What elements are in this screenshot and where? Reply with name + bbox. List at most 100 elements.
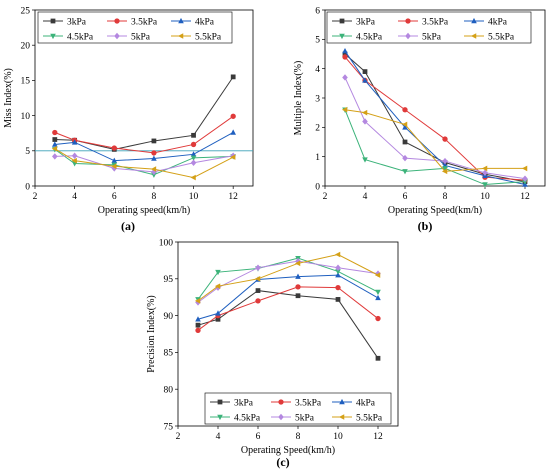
data-point-3kPa — [191, 132, 196, 138]
y-tick-label: 4 — [315, 65, 320, 75]
x-tick-label: 4 — [72, 192, 77, 202]
data-point-5.5kPa — [521, 165, 528, 172]
legend-marker-4kPa — [339, 398, 345, 405]
data-point-4.5kPa — [151, 172, 157, 178]
data-point-5kPa — [442, 157, 448, 165]
x-axis-title: Operating Speed(km/h) — [241, 445, 335, 456]
data-point-4kPa — [71, 139, 78, 145]
data-point-3kPa — [230, 74, 236, 80]
x-tick-label: 2 — [176, 432, 181, 442]
data-point-3kPa — [195, 322, 201, 328]
data-point-5.5kPa — [150, 166, 157, 172]
x-tick-label: 10 — [333, 432, 343, 442]
data-point-3kPa — [402, 139, 408, 145]
data-point-5kPa — [255, 264, 261, 271]
legend-marker-4.5kPa — [217, 414, 223, 421]
y-tick-label: 0 — [315, 182, 320, 192]
data-point-3.5kPa — [442, 136, 448, 142]
legend: 3kPa 3.5kPa 4kPa 4.5kPa 5kPa 5.5kPa — [204, 392, 392, 425]
legend-label-5.5kPa: 5.5kPa — [195, 32, 222, 42]
panel-c-chart: 2 4 6 8 10 12 75 80 85 90 95 100 Operating Speed(km/… — [146, 238, 399, 469]
legend-box — [37, 11, 233, 44]
data-point-5.5kPa — [194, 298, 201, 304]
data-point-5.5kPa — [71, 157, 77, 164]
data-point-3kPa — [295, 293, 301, 299]
legend-label-3kPa: 3kPa — [356, 17, 376, 27]
legend-label-5.5kPa: 5.5kPa — [488, 32, 515, 42]
legend-marker-5.5kPa — [338, 414, 345, 420]
data-point-3kPa — [215, 316, 221, 322]
data-point-4.5kPa — [522, 179, 528, 185]
legend-label-4kPa: 4kPa — [488, 17, 508, 27]
legend-marker-3.5kPa — [405, 18, 411, 24]
y-tick-label: 80 — [164, 386, 174, 396]
data-point-5kPa — [482, 169, 488, 177]
x-tick-label: 12 — [520, 192, 530, 202]
data-point-5.5kPa — [111, 163, 117, 170]
series-line-3kPa — [197, 290, 379, 359]
y-tick-label: 1 — [315, 153, 320, 163]
data-point-5.5kPa — [341, 106, 348, 113]
data-point-3.5kPa — [111, 145, 117, 151]
plot-frame — [34, 9, 254, 187]
data-point-5.5kPa — [254, 276, 261, 282]
y-axis-title: Precision Index(%) — [146, 295, 157, 372]
legend-marker-4.5kPa — [339, 33, 345, 40]
data-point-5kPa — [342, 74, 348, 81]
data-point-5.5kPa — [374, 272, 381, 278]
series-line-4.5kPa — [344, 109, 526, 186]
legend-marker-5kPa — [114, 32, 120, 40]
data-point-4kPa — [402, 124, 408, 130]
series-line-4kPa — [197, 274, 379, 320]
data-point-3.5kPa — [402, 107, 408, 113]
data-point-5.5kPa — [214, 283, 221, 289]
legend-label-3kPa: 3kPa — [67, 17, 87, 27]
plot-frame — [177, 241, 399, 427]
panel-label: (c) — [276, 455, 289, 469]
x-tick-label: 6 — [112, 192, 117, 202]
legend-marker-3kPa — [339, 18, 345, 24]
data-point-4kPa — [335, 272, 341, 278]
data-point-5kPa — [190, 159, 197, 166]
data-point-4kPa — [151, 155, 157, 161]
data-point-3kPa — [151, 138, 157, 144]
legend-label-5.5kPa: 5.5kPa — [356, 413, 383, 423]
x-tick-label: 6 — [403, 192, 408, 202]
legend-marker-3.5kPa — [278, 399, 284, 405]
y-tick-label: 85 — [164, 349, 174, 359]
data-point-5.5kPa — [230, 154, 236, 160]
x-tick-label: 6 — [256, 432, 261, 442]
data-point-3kPa — [362, 69, 368, 74]
y-tick-label: 90 — [164, 312, 174, 322]
x-axis-title: Operating Speed(km/h) — [388, 205, 482, 216]
legend-box — [326, 11, 532, 44]
series-line-4kPa — [54, 132, 234, 162]
x-tick-label: 12 — [228, 192, 238, 202]
data-point-3.5kPa — [230, 113, 236, 119]
y-axis-title: Multiple Index(%) — [293, 61, 304, 136]
legend-label-5kPa: 5kPa — [131, 32, 151, 42]
y-tick-label: 20 — [21, 42, 31, 52]
y-axis-title: Miss Index(%) — [3, 68, 14, 128]
legend-label-3.5kPa: 3.5kPa — [131, 17, 158, 27]
y-tick-label: 5 — [25, 147, 30, 157]
x-tick-label: 2 — [33, 192, 38, 202]
y-tick-label: 95 — [164, 275, 174, 285]
data-point-4.5kPa — [375, 289, 381, 296]
series-line-5.5kPa — [54, 148, 234, 179]
x-axis-title: Operating speed(km/h) — [98, 205, 190, 216]
series-line-3.5kPa — [54, 115, 234, 154]
series-line-5.5kPa — [197, 253, 379, 302]
data-point-5.5kPa — [401, 121, 408, 128]
legend-label-5kPa: 5kPa — [295, 413, 315, 423]
data-point-4kPa — [195, 316, 201, 322]
panel-label: (b) — [418, 219, 433, 233]
legend: 3kPa 3.5kPa 4kPa 4.5kPa 5kPa 5.5kPa — [37, 11, 233, 44]
series-line-5.5kPa — [344, 109, 525, 172]
panel-label: (a) — [121, 219, 135, 233]
x-tick-label: 12 — [373, 432, 383, 442]
x-tick-label: 8 — [443, 192, 448, 202]
legend: 3kPa 3.5kPa 4kPa 4.5kPa 5kPa 5.5kPa — [326, 11, 532, 44]
legend-label-4.5kPa: 4.5kPa — [234, 413, 261, 423]
